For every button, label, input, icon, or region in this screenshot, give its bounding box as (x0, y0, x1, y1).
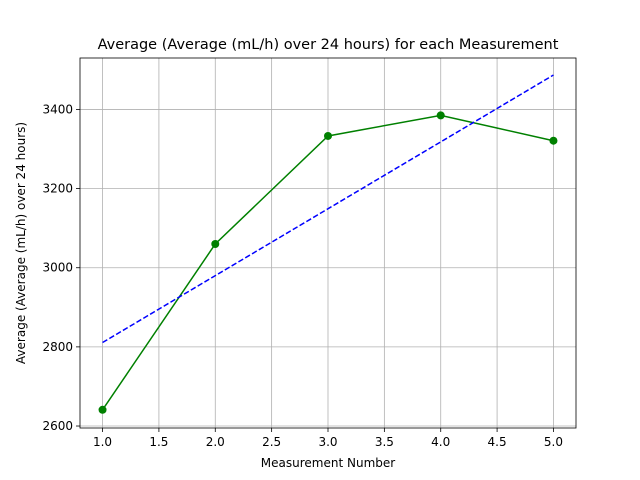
x-tick-label: 1.0 (93, 435, 112, 449)
x-tick-label: 4.0 (431, 435, 450, 449)
x-tick-label: 4.5 (488, 435, 507, 449)
data-point (549, 136, 558, 145)
y-tick-label: 3000 (42, 261, 73, 275)
y-tick-label: 2600 (42, 419, 73, 433)
y-tick-label: 2800 (42, 340, 73, 354)
x-axis-label: Measurement Number (261, 456, 395, 470)
y-tick-label: 3400 (42, 102, 73, 116)
tick-layer: 1.0 1.5 2.0 2.5 3.0 3.5 4.0 4.5 5.0 2600 2800 3000 3… (42, 102, 563, 449)
data-point (436, 111, 445, 120)
chart-title: Average (Average (mL/h) over 24 hours) f… (98, 37, 559, 53)
y-axis-label: Average (Average (mL/h) over 24 hours) (14, 122, 28, 364)
x-tick-label: 3.0 (318, 435, 337, 449)
y-tick-label: 3200 (42, 182, 73, 196)
x-tick-label: 1.5 (149, 435, 168, 449)
data-point (324, 131, 332, 140)
x-tick-label: 5.0 (544, 435, 563, 449)
trend-line (102, 74, 554, 344)
series-layer (98, 74, 558, 414)
x-tick-label: 2.0 (206, 435, 225, 449)
data-point (98, 405, 107, 414)
x-tick-label: 3.5 (375, 435, 394, 449)
grid-layer (80, 58, 576, 428)
x-tick-label: 2.5 (262, 435, 281, 449)
data-point (211, 239, 220, 248)
